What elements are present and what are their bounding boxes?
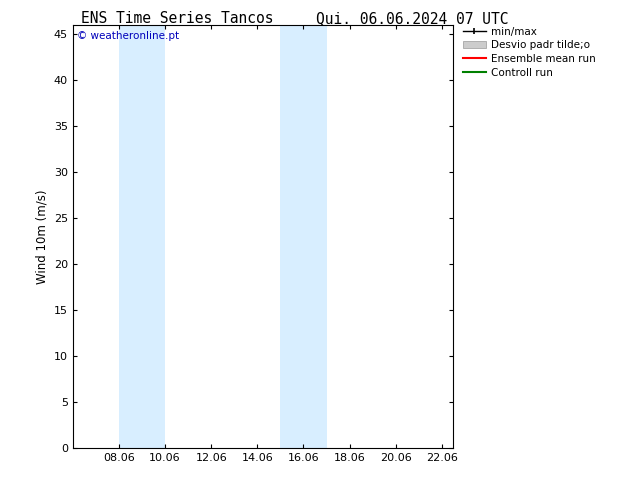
Y-axis label: Wind 10m (m/s): Wind 10m (m/s) xyxy=(36,189,48,284)
Legend: min/max, Desvio padr tilde;o, Ensemble mean run, Controll run: min/max, Desvio padr tilde;o, Ensemble m… xyxy=(461,24,598,79)
Text: Qui. 06.06.2024 07 UTC: Qui. 06.06.2024 07 UTC xyxy=(316,11,508,26)
Text: © weatheronline.pt: © weatheronline.pt xyxy=(77,31,179,41)
Bar xyxy=(119,24,165,448)
Text: ENS Time Series Tancos: ENS Time Series Tancos xyxy=(81,11,274,26)
Bar xyxy=(280,24,327,448)
